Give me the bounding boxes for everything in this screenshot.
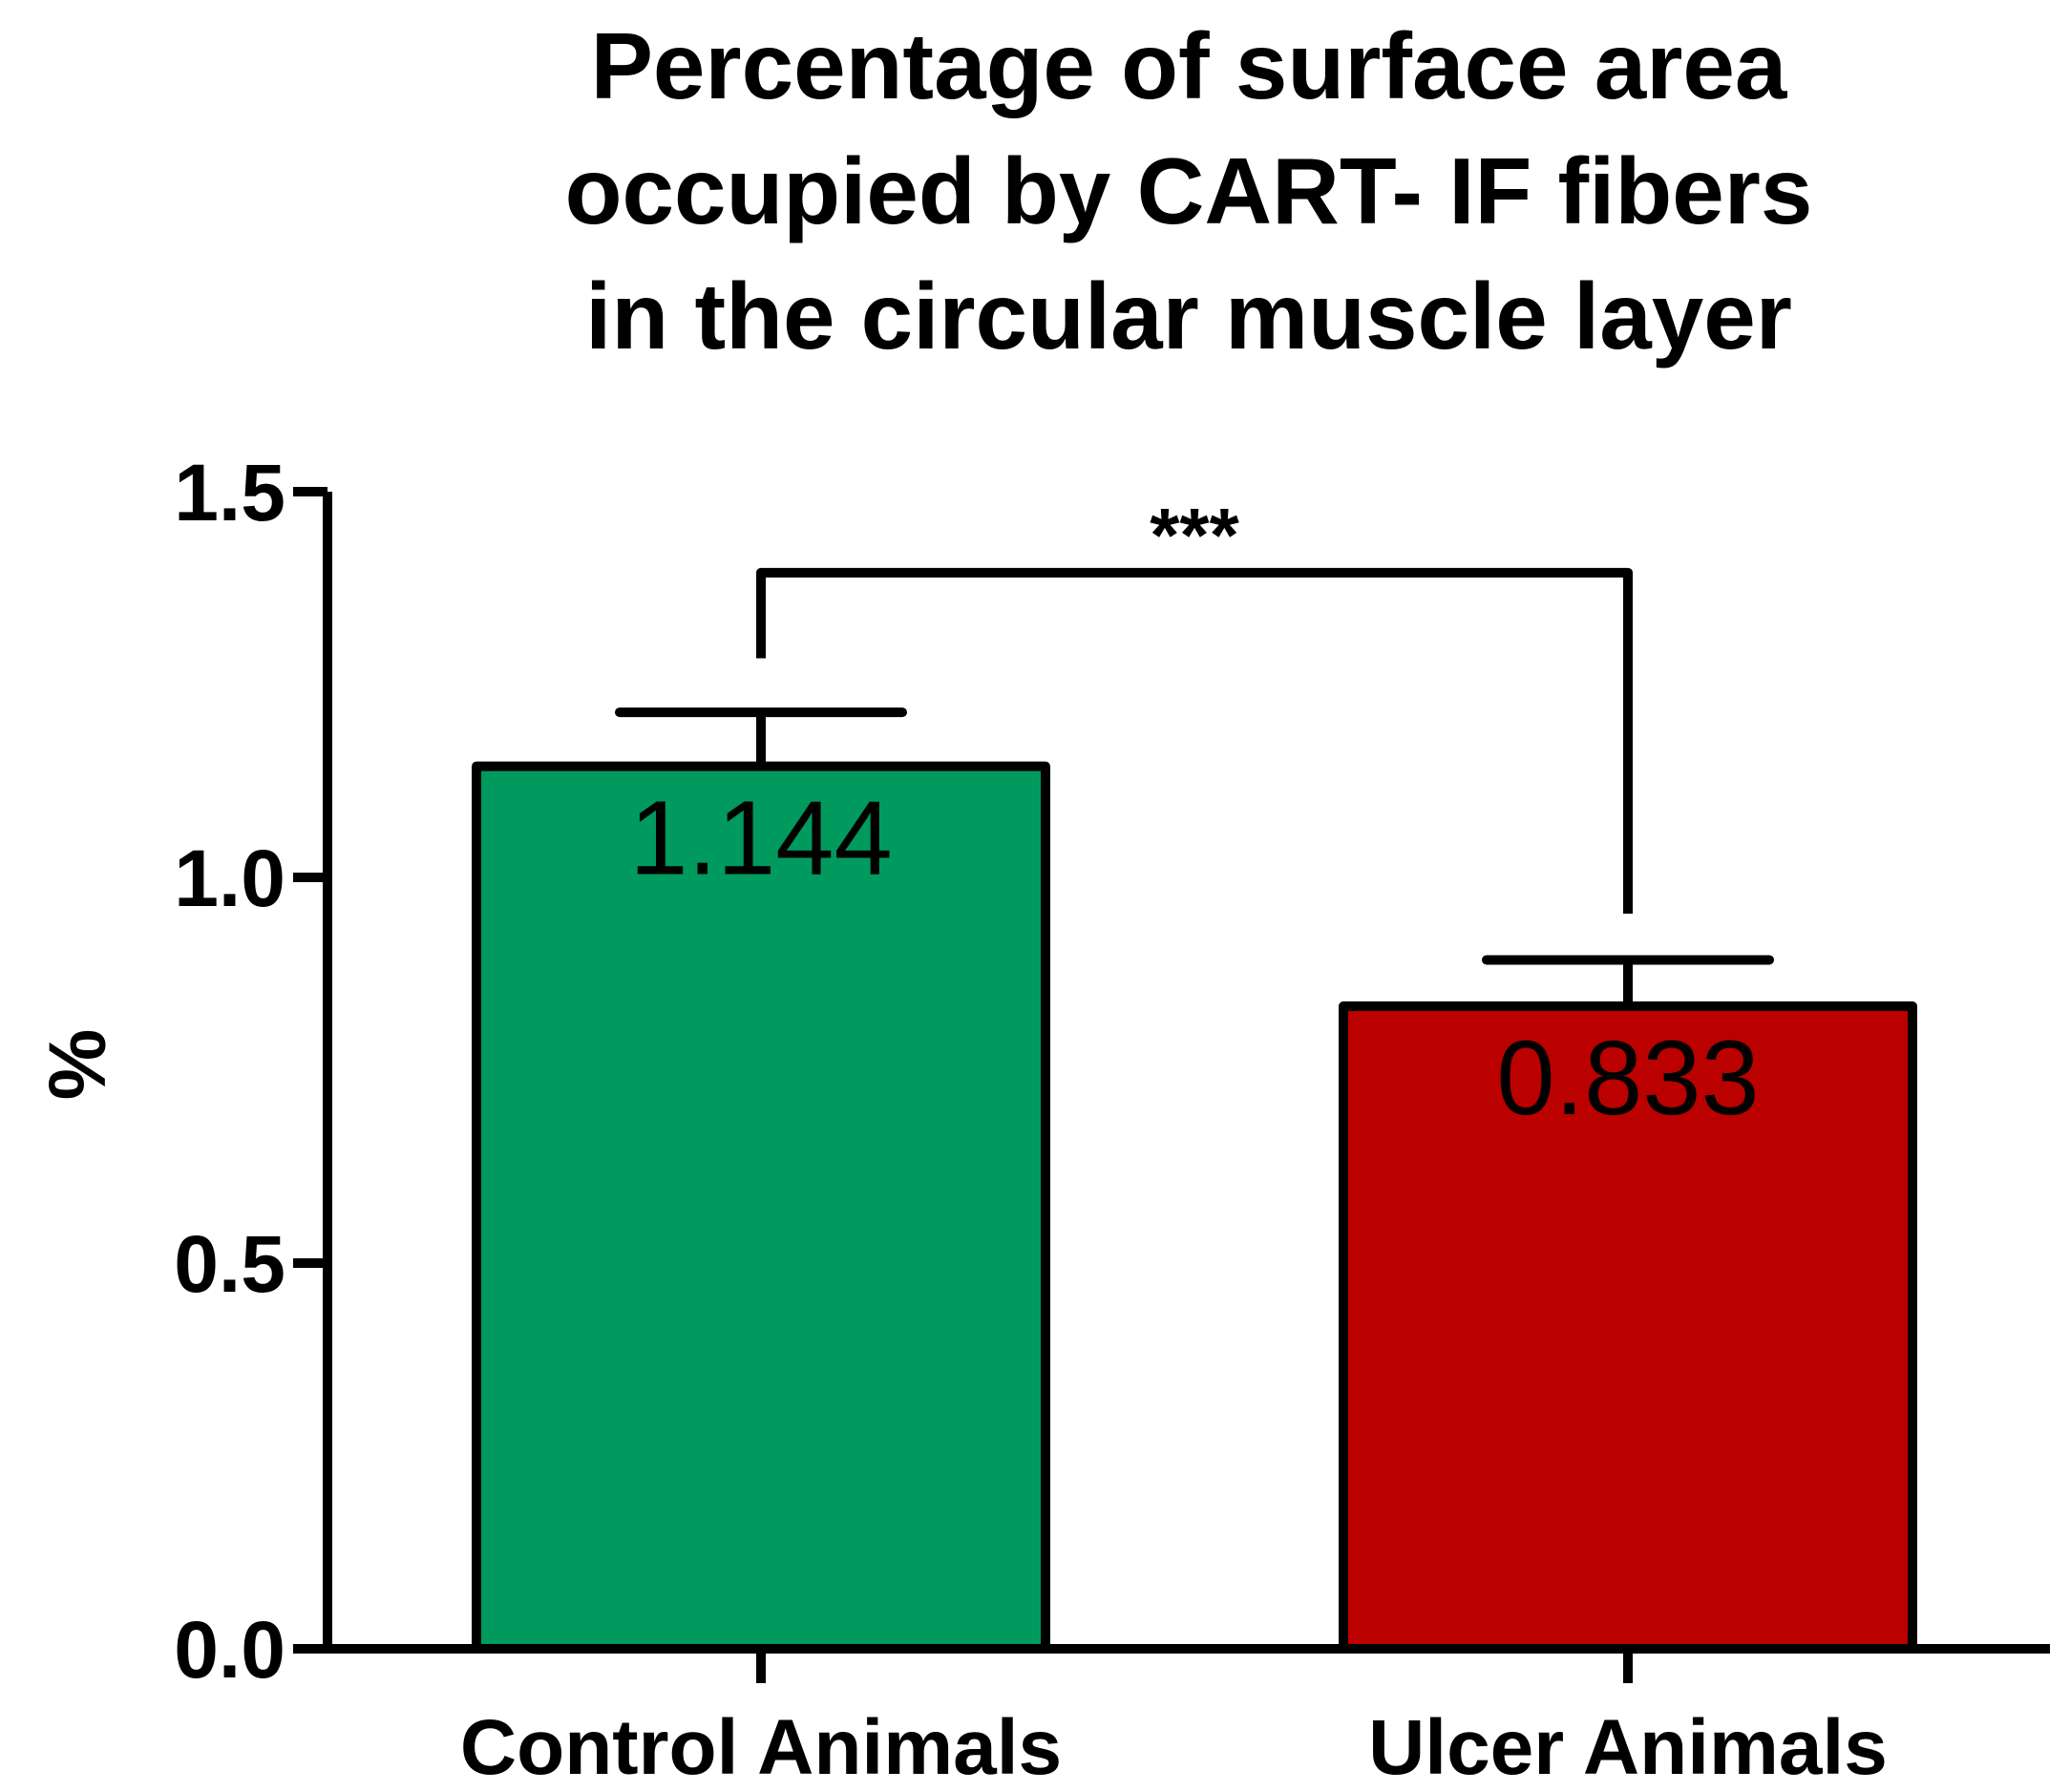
axes: 0.0 0.5 1.0 1.5 Control Animals Ulcer Animals	[174, 448, 2050, 1791]
bars	[472, 761, 1917, 1655]
chart-title: Percentage of surface area occupied by C…	[565, 13, 1813, 369]
significance-bracket-line	[756, 567, 1633, 914]
y-tick-label-2: 1.0	[174, 833, 285, 923]
y-tick-label-1: 0.5	[174, 1219, 285, 1309]
significance-bracket: ***	[756, 493, 1633, 914]
data-label-1: 0.833	[1496, 1020, 1759, 1137]
x-tick-label-0: Control Animals	[460, 1704, 1062, 1791]
title-line-1: Percentage of surface area	[591, 13, 1788, 118]
bar-control-animals	[472, 761, 1050, 1654]
significance-label: ***	[1150, 493, 1239, 578]
data-label-0: 1.144	[629, 780, 892, 897]
bar-ulcer-animals	[1339, 1001, 1917, 1655]
x-tick-label-1: Ulcer Animals	[1368, 1704, 1888, 1791]
value-labels: 1.144 0.833	[629, 780, 1759, 1137]
error-bars	[615, 707, 1774, 1006]
y-axis-label: %	[32, 1029, 122, 1101]
y-tick-label-0: 0.0	[174, 1605, 285, 1695]
y-tick-label-3: 1.5	[174, 448, 285, 538]
title-line-2: occupied by CART- IF fibers	[565, 138, 1813, 243]
title-line-3: in the circular muscle layer	[585, 264, 1792, 369]
